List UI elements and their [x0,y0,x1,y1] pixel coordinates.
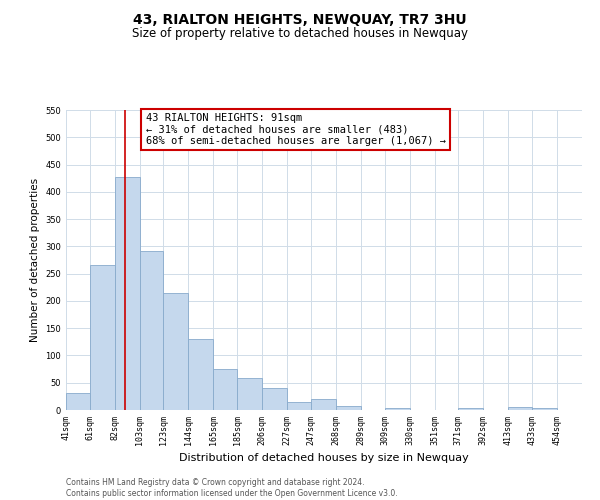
Bar [287,402,311,410]
Bar [237,378,262,410]
Bar [336,406,361,410]
Y-axis label: Number of detached properties: Number of detached properties [30,178,40,342]
Text: 43, RIALTON HEIGHTS, NEWQUAY, TR7 3HU: 43, RIALTON HEIGHTS, NEWQUAY, TR7 3HU [133,12,467,26]
Bar [115,176,140,410]
Bar [385,408,410,410]
Text: Contains HM Land Registry data © Crown copyright and database right 2024.
Contai: Contains HM Land Registry data © Crown c… [66,478,398,498]
Text: Size of property relative to detached houses in Newquay: Size of property relative to detached ho… [132,28,468,40]
Bar [90,266,115,410]
Bar [311,399,336,410]
Bar [508,408,532,410]
Bar [66,392,90,410]
Bar [140,250,163,410]
Bar [163,292,188,410]
Bar [532,408,557,410]
Text: 43 RIALTON HEIGHTS: 91sqm
← 31% of detached houses are smaller (483)
68% of semi: 43 RIALTON HEIGHTS: 91sqm ← 31% of detac… [146,112,446,146]
X-axis label: Distribution of detached houses by size in Newquay: Distribution of detached houses by size … [179,453,469,463]
Bar [214,368,237,410]
Bar [188,339,214,410]
Bar [262,388,287,410]
Bar [458,408,484,410]
